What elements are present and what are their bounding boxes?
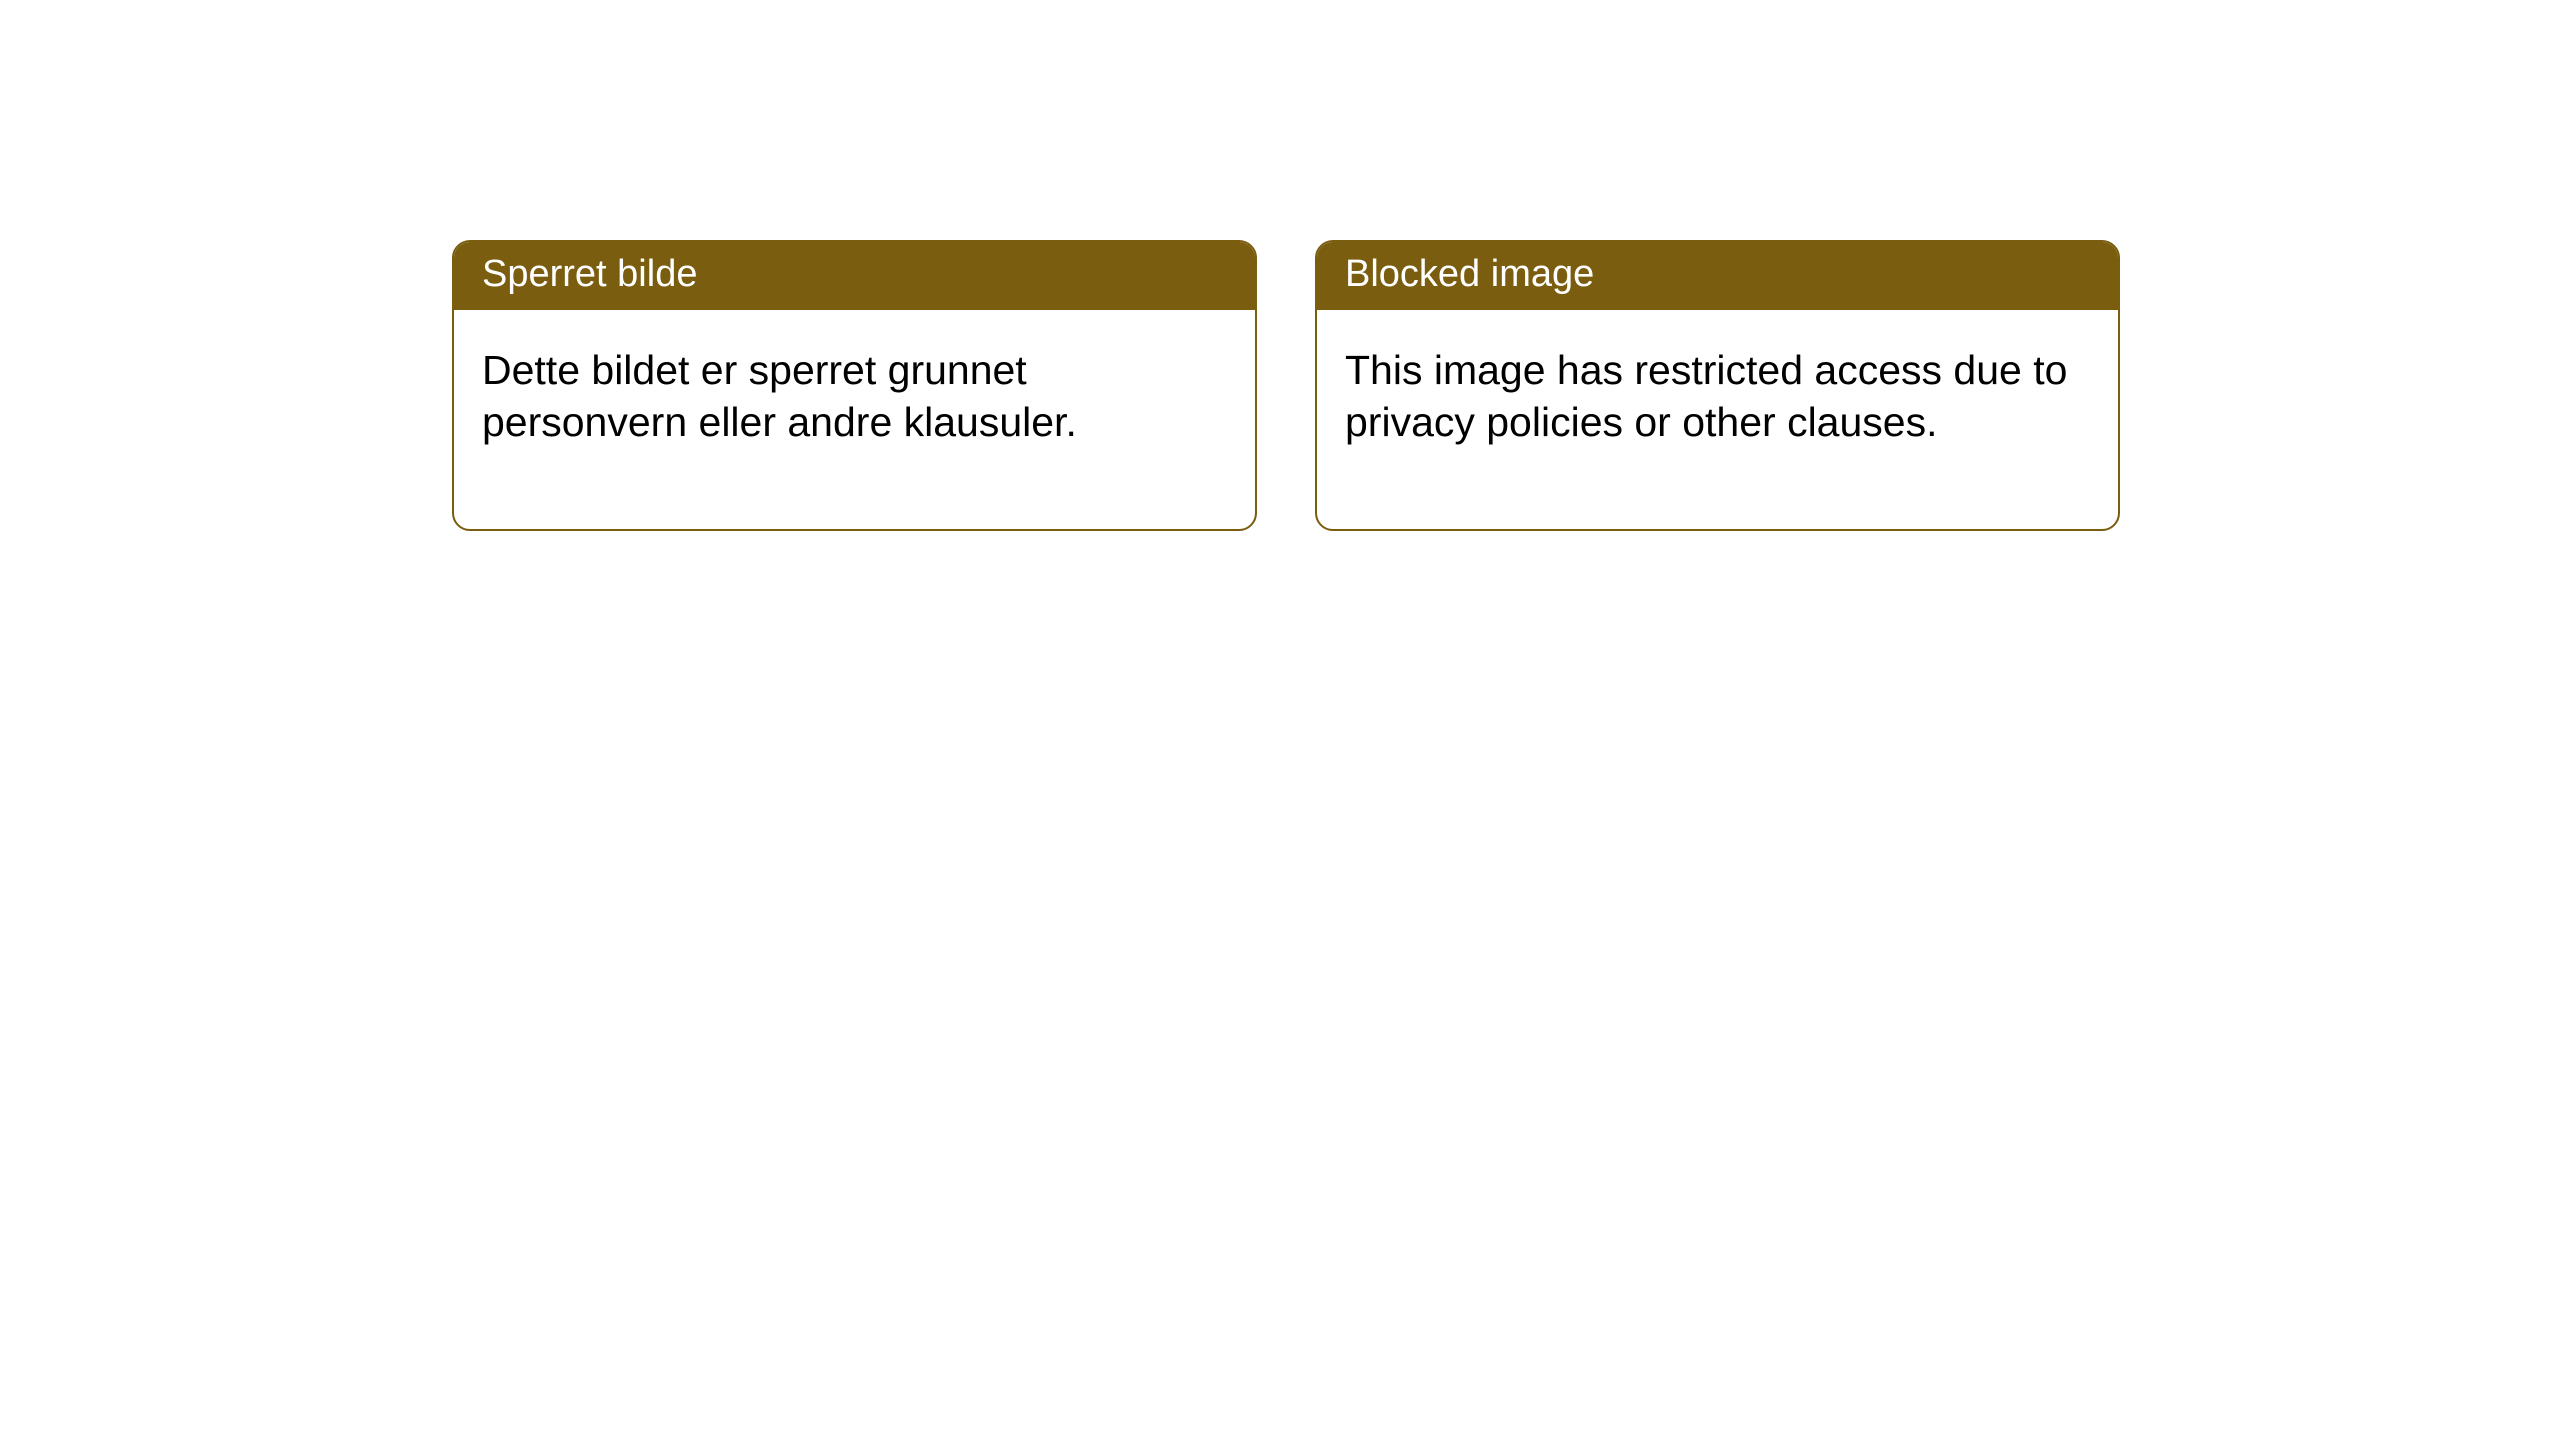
notice-header-english: Blocked image bbox=[1317, 242, 2118, 310]
notice-header-norwegian: Sperret bilde bbox=[454, 242, 1255, 310]
notice-body-norwegian: Dette bildet er sperret grunnet personve… bbox=[454, 310, 1255, 529]
notice-container: Sperret bilde Dette bildet er sperret gr… bbox=[0, 0, 2560, 531]
notice-card-norwegian: Sperret bilde Dette bildet er sperret gr… bbox=[452, 240, 1257, 531]
notice-title: Sperret bilde bbox=[482, 253, 697, 295]
notice-title: Blocked image bbox=[1345, 253, 1594, 295]
notice-card-english: Blocked image This image has restricted … bbox=[1315, 240, 2120, 531]
notice-body-english: This image has restricted access due to … bbox=[1317, 310, 2118, 529]
notice-text: Dette bildet er sperret grunnet personve… bbox=[482, 347, 1077, 445]
notice-text: This image has restricted access due to … bbox=[1345, 347, 2067, 445]
